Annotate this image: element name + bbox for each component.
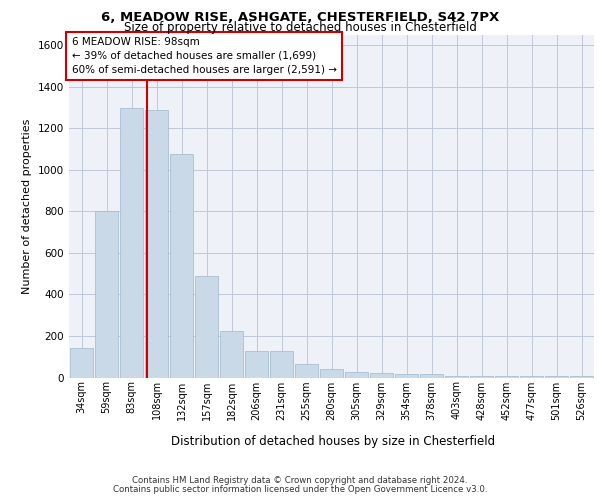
- Bar: [220, 331, 244, 378]
- Text: 6 MEADOW RISE: 98sqm
← 39% of detached houses are smaller (1,699)
60% of semi-de: 6 MEADOW RISE: 98sqm ← 39% of detached h…: [71, 36, 337, 74]
- Text: Contains HM Land Registry data © Crown copyright and database right 2024.: Contains HM Land Registry data © Crown c…: [132, 476, 468, 485]
- Bar: [545, 376, 568, 378]
- Bar: [520, 376, 544, 378]
- Bar: [170, 154, 193, 378]
- Bar: [395, 374, 418, 378]
- Bar: [419, 374, 443, 378]
- Bar: [295, 364, 319, 378]
- Bar: [145, 110, 169, 378]
- Y-axis label: Number of detached properties: Number of detached properties: [22, 118, 32, 294]
- Text: Distribution of detached houses by size in Chesterfield: Distribution of detached houses by size …: [171, 434, 495, 448]
- Bar: [494, 376, 518, 378]
- Text: Contains public sector information licensed under the Open Government Licence v3: Contains public sector information licen…: [113, 484, 487, 494]
- Bar: [320, 369, 343, 378]
- Bar: [119, 108, 143, 378]
- Bar: [194, 276, 218, 378]
- Bar: [344, 372, 368, 378]
- Bar: [445, 376, 469, 378]
- Bar: [95, 212, 118, 378]
- Bar: [269, 350, 293, 378]
- Bar: [370, 374, 394, 378]
- Text: Size of property relative to detached houses in Chesterfield: Size of property relative to detached ho…: [124, 22, 476, 35]
- Bar: [470, 376, 493, 378]
- Bar: [245, 350, 268, 378]
- Text: 6, MEADOW RISE, ASHGATE, CHESTERFIELD, S42 7PX: 6, MEADOW RISE, ASHGATE, CHESTERFIELD, S…: [101, 11, 499, 24]
- Bar: [569, 376, 593, 378]
- Bar: [70, 348, 94, 378]
